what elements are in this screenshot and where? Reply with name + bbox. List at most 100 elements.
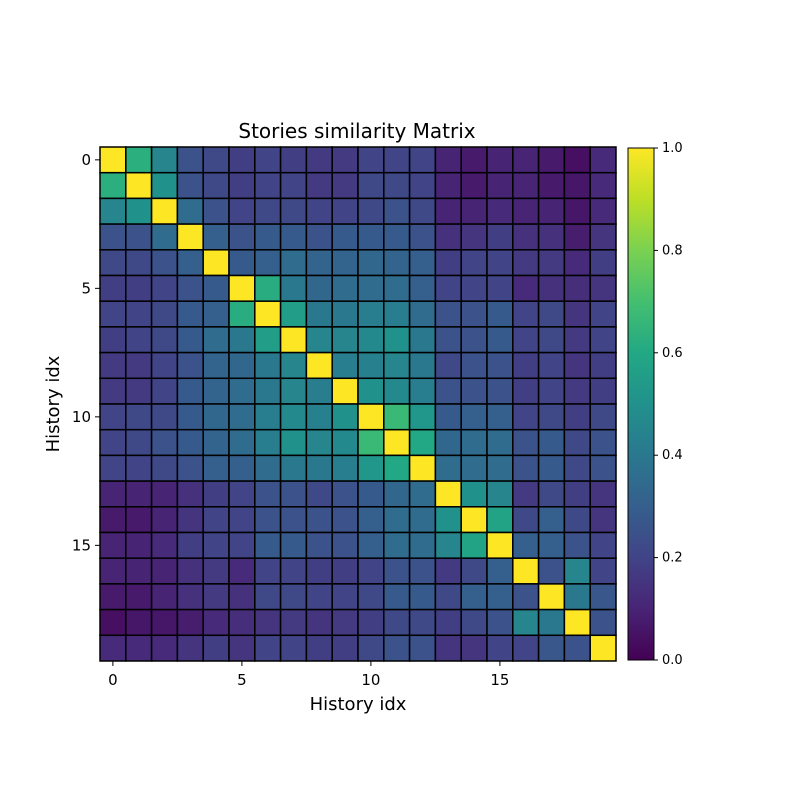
heatmap-cell-6-18 (563, 300, 591, 328)
heatmap-cell-14-11 (383, 506, 411, 534)
heatmap-cell-0-10 (357, 146, 385, 174)
heatmap-cell-11-4 (202, 428, 230, 457)
heatmap-cell-16-8 (305, 557, 333, 585)
heatmap-cell-8-5 (228, 351, 256, 380)
heatmap-cell-6-7 (279, 300, 308, 328)
heatmap-cell-17-0 (99, 583, 127, 611)
heatmap-cell-4-12 (408, 249, 437, 277)
heatmap-cell-6-5 (228, 300, 256, 328)
heatmap-cell-10-6 (254, 403, 282, 431)
heatmap-cell-7-19 (589, 326, 617, 354)
heatmap-cell-16-10 (357, 557, 385, 585)
heatmap-cell-9-3 (176, 377, 204, 405)
heatmap-cell-7-5 (228, 326, 256, 354)
colorbar-tick-label: 0.6 (662, 346, 683, 361)
heatmap-cell-0-8 (305, 146, 333, 174)
heatmap-cell-11-5 (228, 428, 256, 457)
heatmap-cell-1-3 (176, 171, 204, 200)
heatmap-cell-2-9 (331, 197, 359, 225)
heatmap-cell-11-6 (254, 428, 282, 457)
heatmap-cell-17-10 (357, 583, 385, 611)
heatmap-cell-7-0 (99, 326, 127, 354)
heatmap-cell-10-12 (408, 403, 437, 431)
heatmap-cell-11-9 (331, 428, 359, 457)
heatmap-cell-10-13 (434, 403, 462, 431)
heatmap-cell-15-1 (125, 531, 153, 559)
heatmap-cell-16-6 (254, 557, 282, 585)
heatmap-cell-1-9 (331, 171, 359, 200)
heatmap-cells (99, 146, 617, 662)
colorbar (627, 147, 655, 661)
heatmap-cell-16-1 (125, 557, 153, 585)
heatmap-cell-18-8 (305, 608, 333, 637)
heatmap-cell-12-8 (305, 454, 333, 482)
heatmap-cell-2-16 (512, 197, 540, 225)
heatmap-cell-3-12 (408, 223, 437, 251)
heatmap-cell-18-15 (486, 608, 514, 637)
heatmap-cell-4-16 (512, 249, 540, 277)
heatmap-cell-1-19 (589, 171, 617, 200)
heatmap-cell-5-4 (202, 274, 230, 302)
heatmap-cell-16-0 (99, 557, 127, 585)
heatmap-cell-7-13 (434, 326, 462, 354)
heatmap-cell-12-4 (202, 454, 230, 482)
heatmap-cell-4-4 (202, 249, 230, 277)
heatmap-cell-4-1 (125, 249, 153, 277)
heatmap-cell-7-16 (512, 326, 540, 354)
heatmap-cell-7-4 (202, 326, 230, 354)
heatmap-cell-19-3 (176, 634, 204, 662)
heatmap-cell-12-14 (460, 454, 488, 482)
heatmap-cell-12-11 (383, 454, 411, 482)
plot-frame (99, 146, 617, 662)
heatmap-cell-14-1 (125, 506, 153, 534)
heatmap-cell-3-9 (331, 223, 359, 251)
heatmap-cell-17-8 (305, 583, 333, 611)
heatmap-cell-6-10 (357, 300, 385, 328)
heatmap-cell-9-9 (331, 377, 359, 405)
heatmap-cell-8-3 (176, 351, 204, 380)
heatmap-cell-2-4 (202, 197, 230, 225)
chart-title: Stories similarity Matrix (238, 119, 475, 143)
heatmap-cell-8-15 (486, 351, 514, 380)
heatmap-cell-2-1 (125, 197, 153, 225)
heatmap-cell-6-8 (305, 300, 333, 328)
heatmap-cell-10-4 (202, 403, 230, 431)
heatmap-cell-8-0 (99, 351, 127, 380)
heatmap-cell-4-18 (563, 249, 591, 277)
heatmap-cell-19-7 (279, 634, 308, 662)
heatmap-cell-6-11 (383, 300, 411, 328)
heatmap-cell-14-17 (537, 506, 566, 534)
heatmap-cell-4-19 (589, 249, 617, 277)
heatmap-cell-16-11 (383, 557, 411, 585)
heatmap-cell-6-13 (434, 300, 462, 328)
heatmap-cell-12-10 (357, 454, 385, 482)
heatmap-cell-7-7 (279, 326, 308, 354)
heatmap-cell-3-14 (460, 223, 488, 251)
heatmap-cell-19-11 (383, 634, 411, 662)
heatmap-cell-0-12 (408, 146, 437, 174)
heatmap-cell-11-16 (512, 428, 540, 457)
heatmap-cell-2-19 (589, 197, 617, 225)
heatmap-cell-0-14 (460, 146, 488, 174)
heatmap-cell-18-0 (99, 608, 127, 637)
heatmap-cell-1-4 (202, 171, 230, 200)
heatmap-cell-18-3 (176, 608, 204, 637)
heatmap-cell-4-2 (150, 249, 179, 277)
heatmap-cell-9-15 (486, 377, 514, 405)
heatmap-cell-12-1 (125, 454, 153, 482)
heatmap-cell-19-13 (434, 634, 462, 662)
heatmap-cell-17-19 (589, 583, 617, 611)
heatmap-cell-0-18 (563, 146, 591, 174)
heatmap-cell-8-7 (279, 351, 308, 380)
heatmap-cell-17-9 (331, 583, 359, 611)
heatmap-cell-6-0 (99, 300, 127, 328)
heatmap-cell-5-10 (357, 274, 385, 302)
heatmap-cell-0-16 (512, 146, 540, 174)
heatmap-cell-0-2 (150, 146, 179, 174)
y-tick-label: 5 (81, 279, 91, 297)
heatmap-cell-19-8 (305, 634, 333, 662)
heatmap-cell-9-8 (305, 377, 333, 405)
heatmap-cell-13-8 (305, 480, 333, 508)
heatmap-cell-7-10 (357, 326, 385, 354)
heatmap-cell-12-0 (99, 454, 127, 482)
